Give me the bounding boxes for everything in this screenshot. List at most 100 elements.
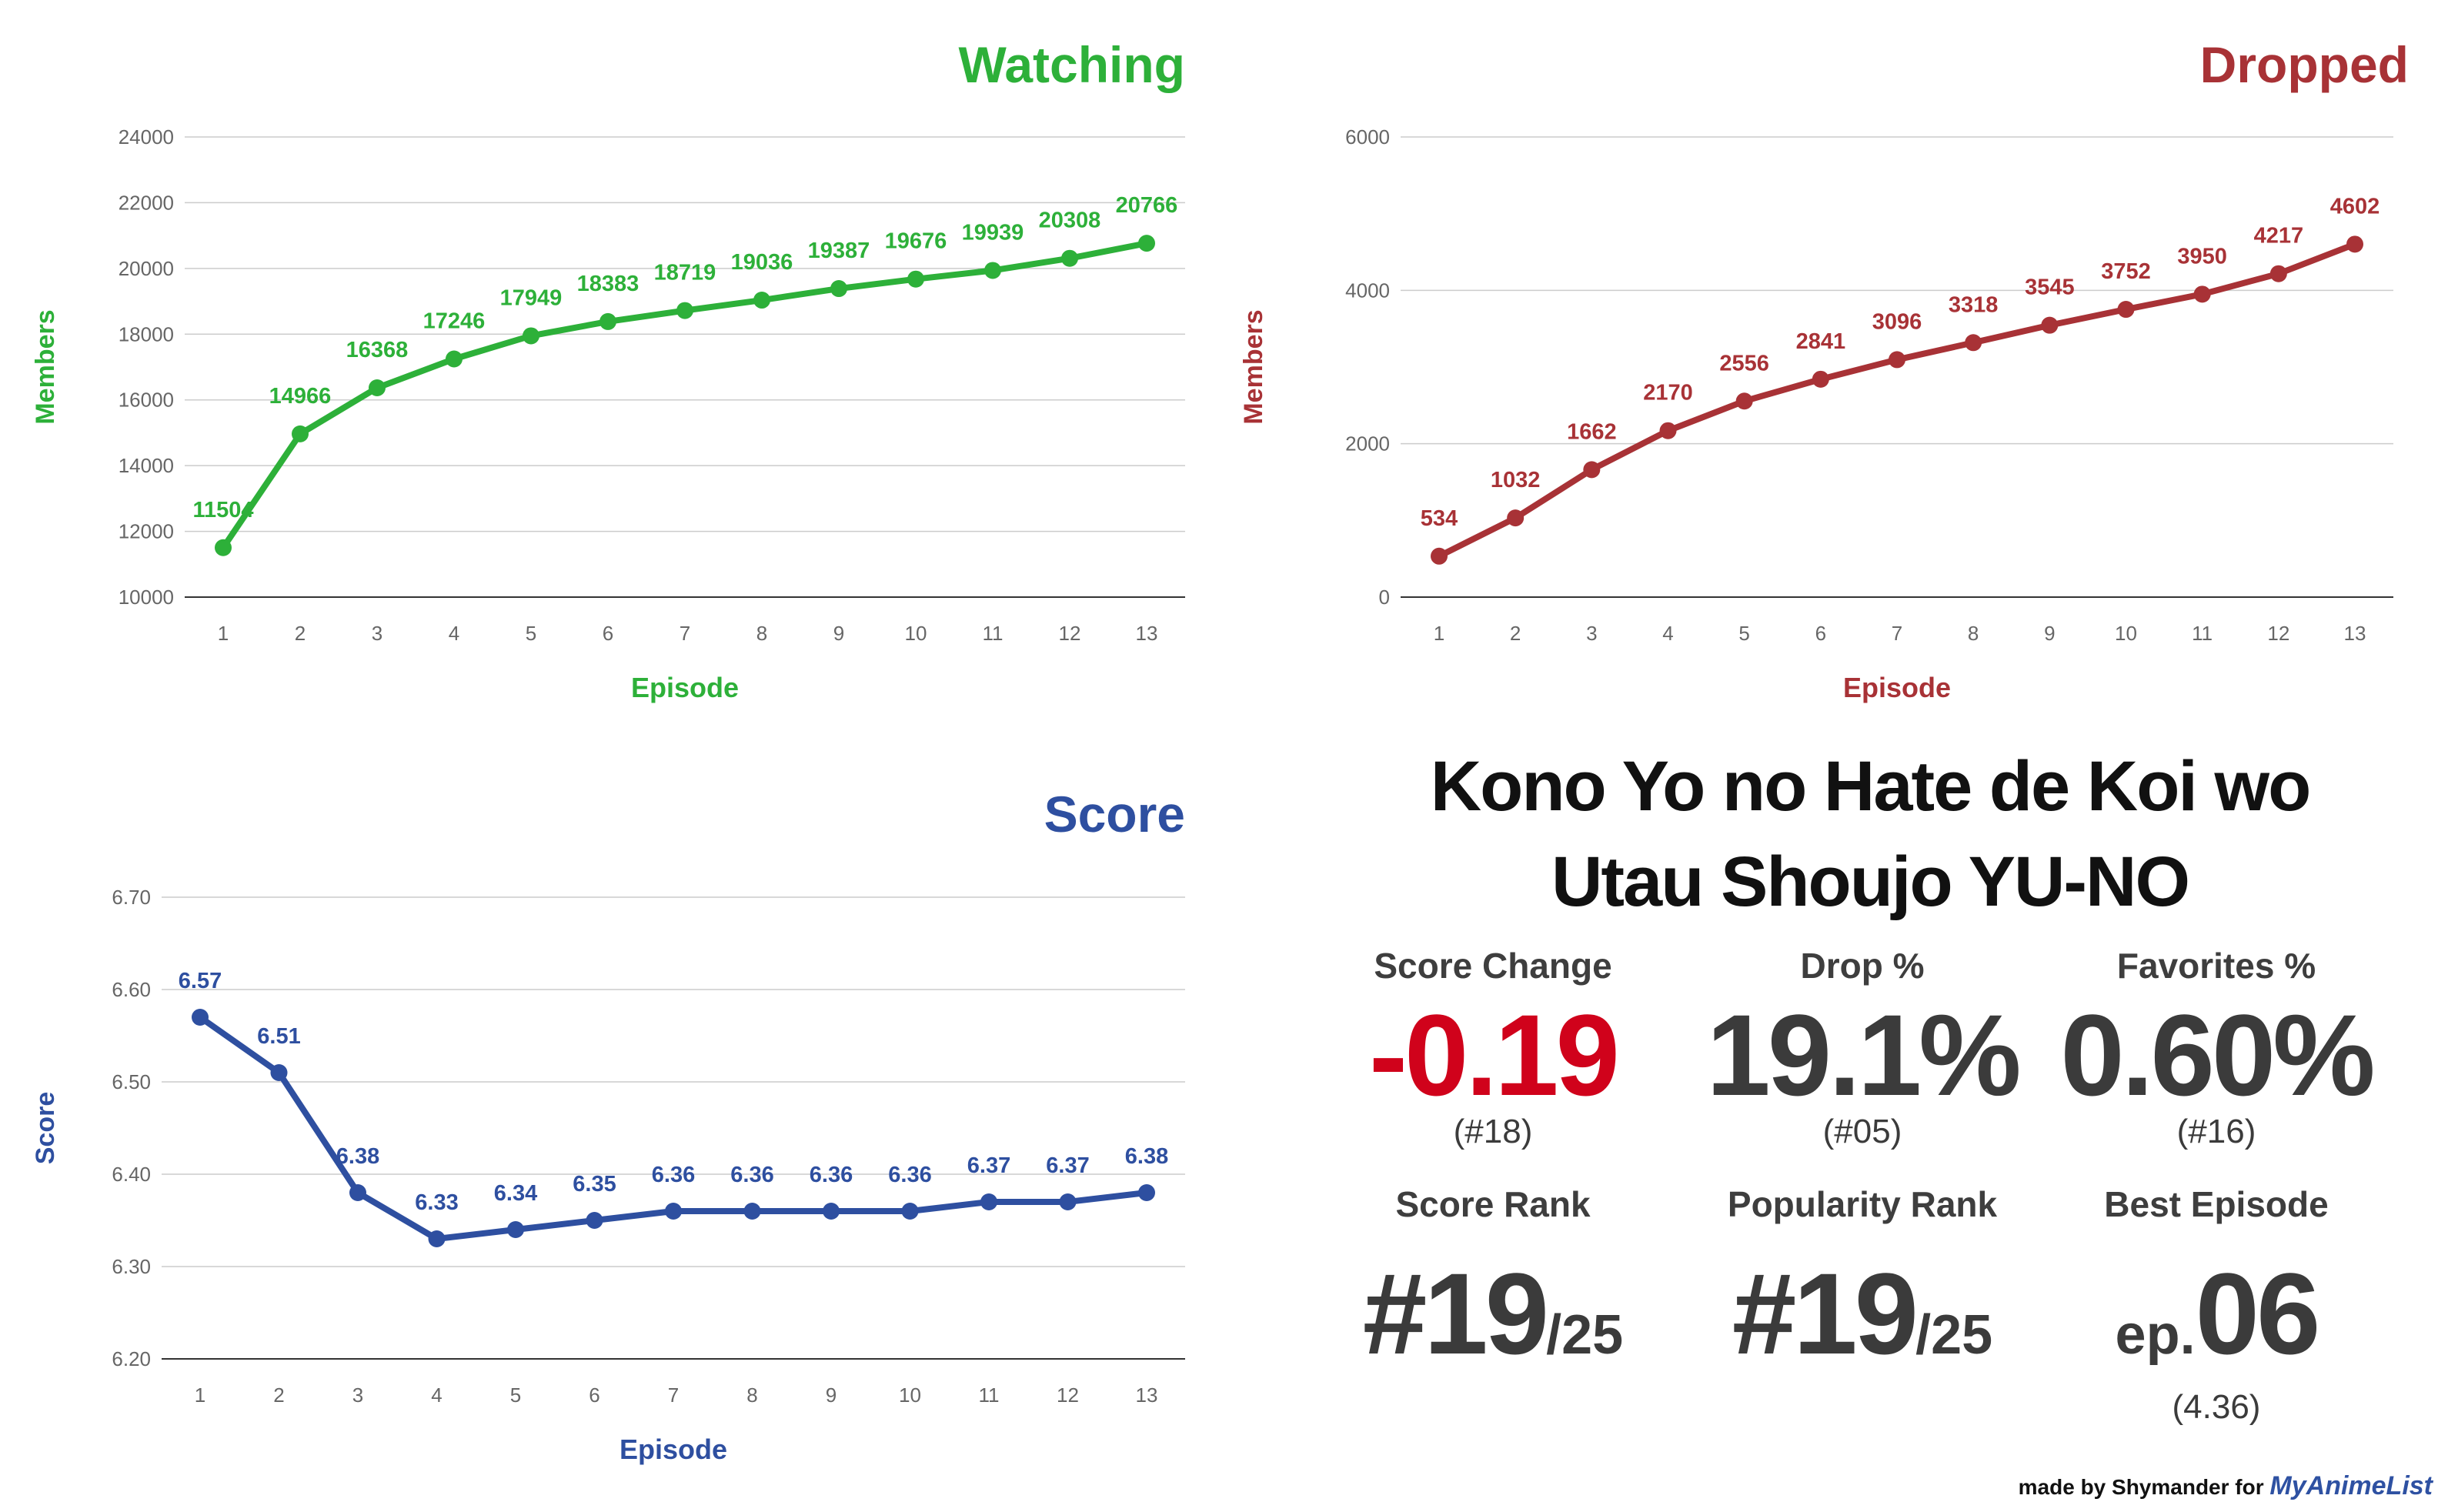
dropped-data-point xyxy=(2346,235,2363,253)
best-episode-score: (4.36) xyxy=(2172,1388,2261,1426)
score-xtick-label: 5 xyxy=(510,1383,521,1407)
watching-xtick-label: 3 xyxy=(372,622,382,645)
myanimelist-logo[interactable]: MyAnimeList xyxy=(2269,1471,2433,1500)
score-xtick-label: 2 xyxy=(273,1383,284,1407)
score-ytick-label: 6.60 xyxy=(112,978,151,1001)
drop-pct-label: Drop % xyxy=(1800,946,1925,986)
dropped-xtick-label: 8 xyxy=(1968,622,1979,645)
score-ytick-label: 6.20 xyxy=(112,1347,151,1370)
watching-xtick-label: 6 xyxy=(603,622,613,645)
watching-data-label: 18719 xyxy=(654,261,716,285)
score-xtick-label: 11 xyxy=(979,1383,1000,1407)
watching-data-point xyxy=(1138,235,1155,252)
score-data-point xyxy=(1059,1193,1077,1210)
score-rank-value: #19/25 xyxy=(1277,1256,1708,1393)
dropped-data-point xyxy=(1965,334,1982,352)
score-rank-label: Score Rank xyxy=(1395,1184,1591,1224)
dropped-xtick-label: 11 xyxy=(2192,622,2213,645)
dropped-data-point xyxy=(1507,509,1525,527)
score-data-label: 6.36 xyxy=(888,1163,931,1187)
score-data-label: 6.57 xyxy=(179,969,222,993)
favorites-pct-rank: (#16) xyxy=(2176,1113,2256,1150)
drop-pct-value: 19.1% xyxy=(1706,990,2021,1120)
dropped-xtick-label: 2 xyxy=(1510,622,1521,645)
popularity-rank-value: #19/25 xyxy=(1647,1256,2078,1393)
score-data-point xyxy=(586,1212,603,1229)
score-data-label: 6.33 xyxy=(415,1190,458,1215)
watching-data-label: 17949 xyxy=(500,285,563,310)
watching-xtick-label: 2 xyxy=(295,622,306,645)
score-xtick-label: 7 xyxy=(668,1383,679,1407)
dropped-chart-panel: Dropped 0 2000 4000 6000 1 2 3 4 5 6 7 8 9 10 11 12 13 Ep… xyxy=(1224,0,2440,739)
watching-ytick-label: 18000 xyxy=(119,322,174,345)
score-data-point xyxy=(428,1230,446,1247)
dropped-data-label: 3545 xyxy=(2025,275,2075,300)
score-data-point xyxy=(980,1193,997,1210)
score-data-label: 6.34 xyxy=(494,1181,537,1206)
dropped-xtick-label: 1 xyxy=(1434,622,1444,645)
popularity-rank-label: Popularity Rank xyxy=(1727,1184,1998,1224)
footer-text: made by Shymander for xyxy=(2018,1475,2264,1499)
score-x-axis-label: Episode xyxy=(620,1434,727,1465)
dropped-data-label: 534 xyxy=(1421,506,1458,531)
dropped-xtick-label: 9 xyxy=(2044,622,2055,645)
score-xtick-label: 9 xyxy=(826,1383,837,1407)
watching-ytick-label: 20000 xyxy=(119,257,174,280)
dropped-x-axis-label: Episode xyxy=(1843,672,1951,703)
dropped-data-point xyxy=(1889,351,1905,369)
dropped-data-label: 1662 xyxy=(1567,419,1617,444)
watching-chart: 10000 12000 14000 16000 18000 20000 22000 24000… xyxy=(31,125,1185,703)
score-data-point xyxy=(270,1064,288,1081)
popularity-rank-number: #19 xyxy=(1732,1249,1919,1378)
score-data-label: 6.37 xyxy=(1046,1153,1089,1178)
watching-data-label: 20766 xyxy=(1116,193,1178,218)
dropped-ytick-label: 2000 xyxy=(1345,432,1390,456)
score-ytick-label: 6.70 xyxy=(112,886,151,909)
dropped-y-axis-label: Members xyxy=(1239,309,1268,424)
dropped-xtick-label: 13 xyxy=(2344,622,2366,645)
score-change-value: -0.19 xyxy=(1369,990,1620,1120)
score-data-point xyxy=(743,1203,761,1220)
dropped-data-label: 3950 xyxy=(2177,244,2227,269)
watching-data-label: 19387 xyxy=(808,239,870,263)
score-chart-title: Score xyxy=(1044,786,1185,843)
watching-chart-title: Watching xyxy=(958,36,1185,93)
favorites-pct-value: 0.60% xyxy=(2060,990,2375,1120)
score-rank-total: /25 xyxy=(1546,1304,1624,1366)
score-ytick-label: 6.40 xyxy=(112,1163,151,1186)
score-rank-stat: Score Rank #19/25 xyxy=(1277,1183,1708,1393)
dropped-xtick-label: 12 xyxy=(2267,622,2289,645)
watching-data-point xyxy=(1061,249,1078,267)
score-data-point xyxy=(901,1203,919,1220)
watching-data-point xyxy=(753,292,770,309)
watching-ytick-label: 16000 xyxy=(119,389,174,412)
dropped-data-point xyxy=(1583,461,1601,479)
watching-xtick-label: 9 xyxy=(833,622,844,645)
favorites-pct-stat: Favorites % 0.60% (#16) xyxy=(2001,945,2432,1151)
watching-xtick-label: 4 xyxy=(449,622,459,645)
score-xtick-label: 1 xyxy=(195,1383,205,1407)
watching-data-point xyxy=(215,539,232,556)
watching-data-label: 18383 xyxy=(577,272,640,296)
score-change-stat: Score Change -0.19 (#18) xyxy=(1277,945,1708,1151)
dropped-chart-title: Dropped xyxy=(2199,36,2409,93)
watching-data-point xyxy=(292,425,309,442)
score-ytick-label: 6.50 xyxy=(112,1070,151,1093)
dropped-data-point xyxy=(2269,265,2287,282)
dropped-xtick-label: 3 xyxy=(1586,622,1597,645)
score-change-rank: (#18) xyxy=(1453,1113,1533,1150)
best-episode-prefix: ep. xyxy=(2115,1304,2196,1366)
dropped-data-point xyxy=(2117,301,2135,319)
best-episode-label: Best Episode xyxy=(2104,1184,2329,1224)
score-change-label: Score Change xyxy=(1374,946,1612,986)
score-xtick-label: 13 xyxy=(1136,1383,1158,1407)
score-data-point xyxy=(665,1203,682,1220)
dropped-data-label: 1032 xyxy=(1491,468,1541,492)
score-chart-panel: Score 6.20 6.30 6.40 6.50 6.60 6.70 1 2 3 4 5 6 7 8 9 1… xyxy=(0,754,1201,1508)
dropped-xtick-label: 10 xyxy=(2115,622,2137,645)
score-data-label: 6.37 xyxy=(967,1153,1010,1178)
score-data-point xyxy=(1138,1184,1155,1201)
anime-title: Kono Yo no Hate de Koi wo Utau Shoujo YU… xyxy=(1308,739,2432,930)
dropped-xtick-label: 6 xyxy=(1815,622,1826,645)
